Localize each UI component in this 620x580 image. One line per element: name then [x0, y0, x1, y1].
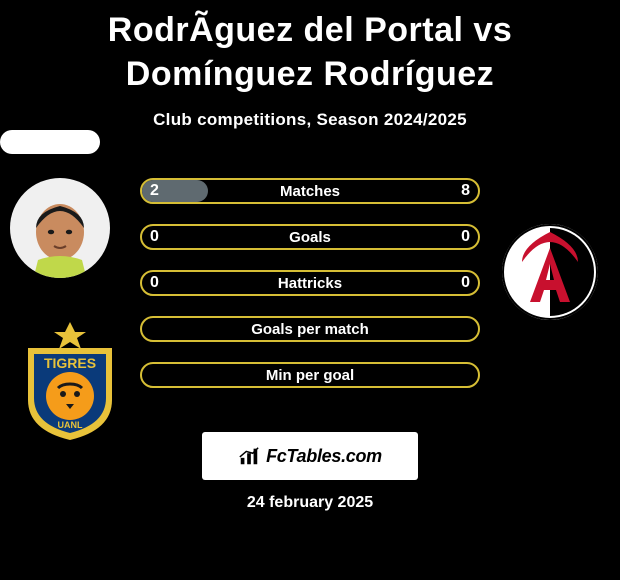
stat-label: Goals	[140, 224, 480, 250]
stat-value-right: 8	[461, 178, 470, 204]
bar-track: Goals	[140, 224, 480, 250]
bar-track: Goals per match	[140, 316, 480, 342]
stat-row: Goals0 0	[0, 216, 620, 262]
stat-value-left: 0	[150, 224, 159, 250]
stat-label: Goals per match	[140, 316, 480, 342]
stat-label: Min per goal	[140, 362, 480, 388]
footer-date: 24 february 2025	[0, 494, 620, 512]
stat-value-left: 0	[150, 270, 159, 296]
stats-rows: Matches28Goals00Hattricks00Goals per mat…	[0, 170, 620, 400]
stat-value-right: 0	[461, 224, 470, 250]
stat-row: Matches2 8	[0, 170, 620, 216]
stat-value-right: 0	[461, 270, 470, 296]
stat-label: Hattricks	[140, 270, 480, 296]
stat-row: Hattricks0 0	[0, 262, 620, 308]
bar-track: Min per goal	[140, 362, 480, 388]
stat-label: Matches	[140, 178, 480, 204]
page-title: RodrÃ­guez del Portal vs Domínguez Rodrí…	[0, 0, 620, 96]
bar-chart-icon	[238, 445, 260, 467]
stat-row: Min per goal	[0, 354, 620, 400]
footer-badge: FcTables.com	[202, 432, 418, 480]
player-right-avatar	[0, 130, 100, 154]
stat-row: Goals per match	[0, 308, 620, 354]
crest-text-bottom: UANL	[58, 420, 83, 430]
bar-track: Hattricks	[140, 270, 480, 296]
bar-track: Matches	[140, 178, 480, 204]
subtitle: Club competitions, Season 2024/2025	[0, 110, 620, 130]
stat-value-left: 2	[150, 178, 159, 204]
footer-site: FcTables.com	[266, 446, 382, 467]
